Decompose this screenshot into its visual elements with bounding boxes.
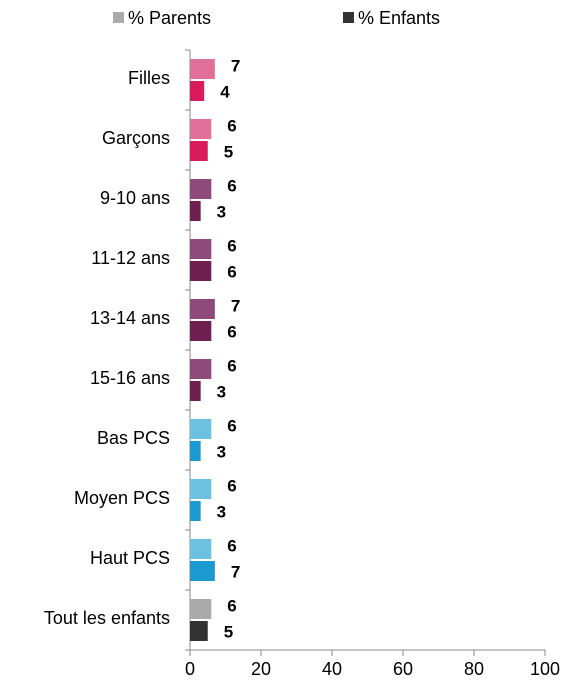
- x-tick-label: 0: [185, 659, 195, 679]
- y-tick-label: Garçons: [102, 128, 170, 148]
- value-label: 7: [231, 562, 240, 581]
- y-tick-label: Tout les enfants: [44, 608, 170, 628]
- x-tick-label: 80: [464, 659, 484, 679]
- value-label: 7: [231, 56, 240, 75]
- y-tick-label: Filles: [128, 68, 170, 88]
- value-label: 3: [217, 382, 226, 401]
- y-tick-label: 9-10 ans: [100, 188, 170, 208]
- x-tick-label: 20: [251, 659, 271, 679]
- value-label: 4: [220, 82, 230, 101]
- x-tick-label: 40: [322, 659, 342, 679]
- y-tick-label: Haut PCS: [90, 548, 170, 568]
- y-tick-label: 13-14 ans: [90, 308, 170, 328]
- value-label: 6: [227, 176, 236, 195]
- value-label: 6: [227, 322, 236, 341]
- value-label: 3: [217, 502, 226, 521]
- bar: [190, 261, 212, 281]
- bar: [190, 119, 212, 139]
- value-label: 7: [231, 296, 240, 315]
- value-label: 6: [227, 596, 236, 615]
- value-label: 6: [227, 262, 236, 281]
- bar: [190, 621, 208, 641]
- bar: [190, 81, 205, 101]
- bar: [190, 239, 212, 259]
- value-label: 6: [227, 416, 236, 435]
- bar: [190, 359, 212, 379]
- bar: [190, 299, 215, 319]
- legend-swatch: [343, 12, 354, 23]
- y-tick-label: 11-12 ans: [91, 248, 170, 268]
- y-tick-label: 15-16 ans: [90, 368, 170, 388]
- value-label: 3: [217, 442, 226, 461]
- bar: [190, 441, 201, 461]
- value-label: 5: [224, 142, 233, 161]
- bar: [190, 599, 212, 619]
- bar: [190, 561, 215, 581]
- value-label: 6: [227, 536, 236, 555]
- y-tick-label: Moyen PCS: [74, 488, 170, 508]
- bar: [190, 501, 201, 521]
- value-label: 6: [227, 356, 236, 375]
- value-label: 5: [224, 622, 233, 641]
- value-label: 3: [217, 202, 226, 221]
- legend-label: % Parents: [128, 8, 211, 28]
- bar: [190, 201, 201, 221]
- value-label: 6: [227, 476, 236, 495]
- bar: [190, 59, 215, 79]
- bar: [190, 479, 212, 499]
- bar: [190, 419, 212, 439]
- bar: [190, 141, 208, 161]
- legend-label: % Enfants: [358, 8, 440, 28]
- y-tick-label: Bas PCS: [97, 428, 170, 448]
- x-tick-label: 60: [393, 659, 413, 679]
- value-label: 6: [227, 236, 236, 255]
- value-label: 6: [227, 116, 236, 135]
- bar: [190, 179, 212, 199]
- bar: [190, 539, 212, 559]
- bar: [190, 321, 212, 341]
- legend-swatch: [113, 12, 124, 23]
- bar: [190, 381, 201, 401]
- x-tick-label: 100: [530, 659, 560, 679]
